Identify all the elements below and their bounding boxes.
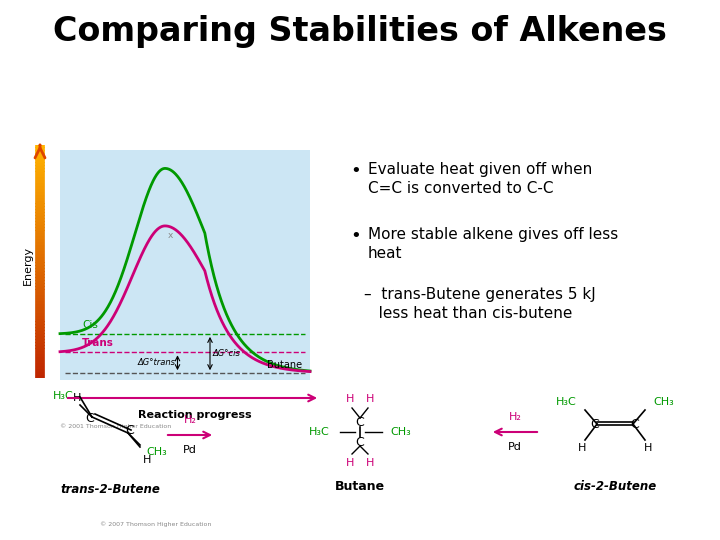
Text: H: H xyxy=(366,394,374,404)
FancyBboxPatch shape xyxy=(60,150,310,380)
Text: H: H xyxy=(346,458,354,468)
Text: CH₃: CH₃ xyxy=(146,447,167,457)
Text: Reaction progress: Reaction progress xyxy=(138,410,252,420)
Text: CH₃: CH₃ xyxy=(653,397,674,407)
Text: Butane: Butane xyxy=(335,480,385,493)
Text: H: H xyxy=(346,394,354,404)
Text: C: C xyxy=(590,417,599,430)
Text: x: x xyxy=(167,231,173,240)
Text: © 2001 Thomson Higher Education: © 2001 Thomson Higher Education xyxy=(60,423,171,429)
Text: less heat than cis-butene: less heat than cis-butene xyxy=(364,306,572,321)
Text: H₂: H₂ xyxy=(184,415,197,425)
Text: H: H xyxy=(73,393,81,403)
Text: H: H xyxy=(143,455,151,465)
Text: Energy: Energy xyxy=(23,246,33,285)
Text: ΔG°cis: ΔG°cis xyxy=(213,349,241,358)
Text: –  trans-Butene generates 5 kJ: – trans-Butene generates 5 kJ xyxy=(364,287,595,302)
Text: Pd: Pd xyxy=(183,445,197,455)
Text: CH₃: CH₃ xyxy=(390,427,410,437)
Text: C=C is converted to C-C: C=C is converted to C-C xyxy=(368,181,554,196)
Text: •: • xyxy=(350,227,361,245)
Text: C: C xyxy=(356,415,364,429)
Text: H₃C: H₃C xyxy=(53,391,74,401)
Text: Pd: Pd xyxy=(508,442,522,452)
Text: H: H xyxy=(644,443,652,453)
Text: C: C xyxy=(125,424,135,437)
Text: cis-2-Butene: cis-2-Butene xyxy=(573,480,657,493)
Text: trans-2-Butene: trans-2-Butene xyxy=(60,483,160,496)
Text: Evaluate heat given off when: Evaluate heat given off when xyxy=(368,162,593,177)
Text: ΔG°trans: ΔG°trans xyxy=(138,358,176,367)
Text: Trans: Trans xyxy=(82,339,114,348)
Text: heat: heat xyxy=(368,246,402,261)
Text: Cis: Cis xyxy=(82,320,98,330)
Text: Comparing Stabilities of Alkenes: Comparing Stabilities of Alkenes xyxy=(53,16,667,49)
Text: H₃C: H₃C xyxy=(310,427,330,437)
Text: C: C xyxy=(86,413,94,426)
Text: C: C xyxy=(631,417,639,430)
Text: More stable alkene gives off less: More stable alkene gives off less xyxy=(368,227,618,242)
Text: H₂: H₂ xyxy=(508,412,521,422)
Text: H: H xyxy=(578,443,586,453)
Text: •: • xyxy=(350,162,361,180)
Text: C: C xyxy=(356,435,364,449)
Text: © 2007 Thomson Higher Education: © 2007 Thomson Higher Education xyxy=(100,521,212,527)
Text: H₃C: H₃C xyxy=(557,397,577,407)
Text: H: H xyxy=(366,458,374,468)
Text: Butane: Butane xyxy=(267,360,302,370)
